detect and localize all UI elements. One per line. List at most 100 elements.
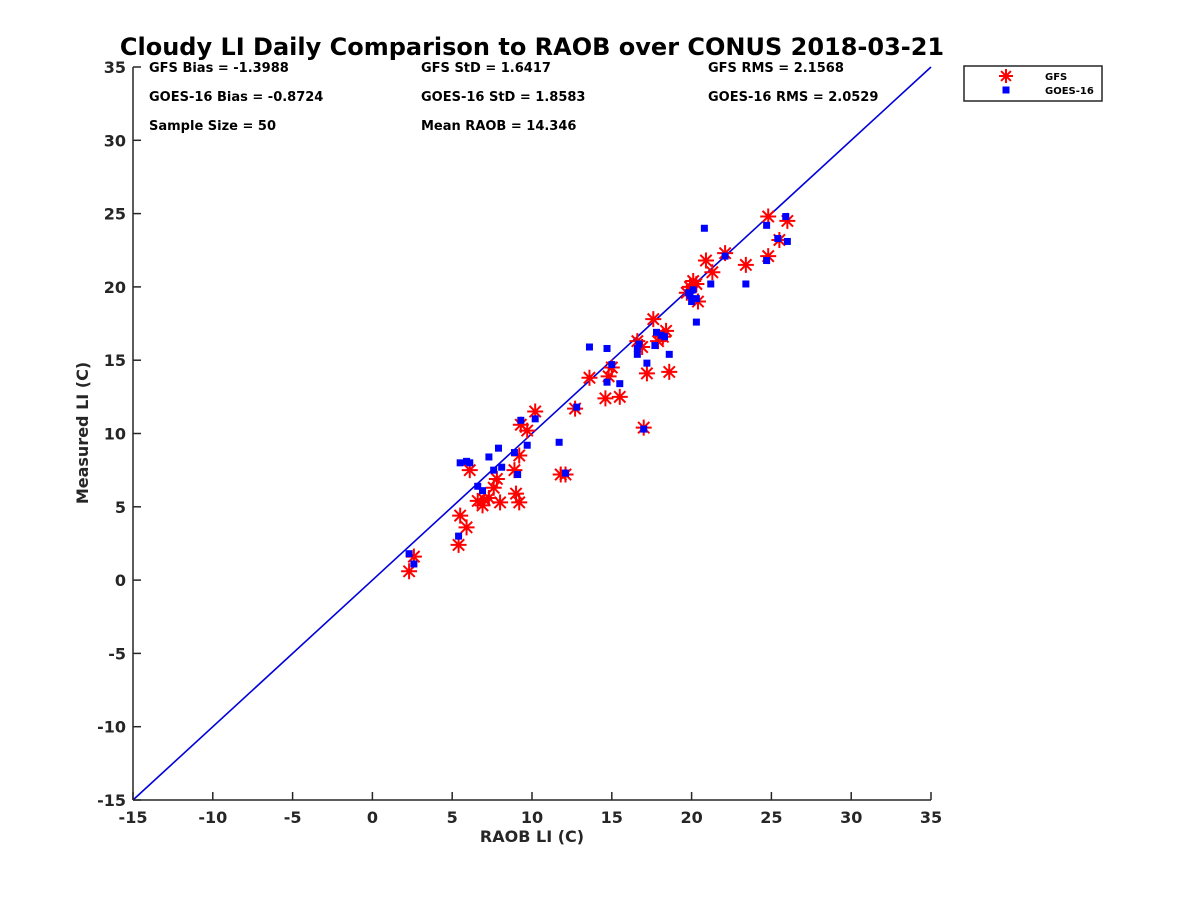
goes16-point (479, 487, 487, 495)
gfs-point (658, 322, 675, 339)
chart-title: Cloudy LI Daily Comparison to RAOB over … (120, 33, 944, 61)
goes16-point (721, 252, 729, 260)
goes16-point (531, 415, 539, 423)
gfs-point (597, 390, 614, 407)
x-tick-label: 35 (920, 808, 942, 827)
gfs-point (474, 497, 491, 514)
goes16-point (466, 459, 474, 467)
goes16-point (700, 224, 708, 232)
stat-text: Sample Size = 50 (149, 119, 276, 134)
stat-text: GOES-16 StD = 1.8583 (421, 90, 585, 105)
goes16-point (603, 344, 611, 352)
goes16-point (562, 469, 570, 477)
legend: GFS GOES-16 (963, 65, 1103, 102)
goes16-point (692, 318, 700, 326)
gfs-point (697, 252, 714, 269)
gfs-point (645, 311, 662, 328)
y-tick-label: -10 (97, 718, 126, 737)
goes16-point (456, 459, 464, 467)
gfs-point (485, 479, 502, 496)
legend-marker-gfs (999, 69, 1013, 83)
goes16-point (616, 380, 624, 388)
goes16-point (651, 342, 659, 350)
x-tick-label: -10 (198, 808, 227, 827)
gfs-point (779, 212, 796, 229)
x-tick-label: 10 (521, 808, 543, 827)
goes16-point (603, 378, 611, 386)
stat-text: GFS RMS = 2.1568 (708, 61, 844, 76)
y-tick-label: 10 (104, 425, 126, 444)
goes16-point (665, 350, 673, 358)
goes16-point (742, 280, 750, 288)
x-tick-label: 5 (447, 808, 458, 827)
goes16-point (555, 438, 563, 446)
reference-line-group (132, 66, 932, 801)
gfs-point (511, 494, 528, 511)
goes16-point (514, 471, 522, 479)
goes16-point (688, 298, 696, 306)
gfs-point (508, 485, 525, 502)
gfs-point (452, 507, 469, 524)
goes16-point (707, 280, 715, 288)
goes16-point (474, 482, 482, 490)
stat-text: Mean RAOB = 14.346 (421, 119, 576, 134)
goes16-point (405, 550, 413, 558)
series-layer (401, 208, 796, 580)
gfs-point (405, 548, 422, 565)
y-tick-label: 15 (104, 351, 126, 370)
gfs-point (492, 494, 509, 511)
x-tick-label: -15 (119, 808, 148, 827)
goes16-point (689, 286, 697, 294)
y-tick-label: 20 (104, 278, 126, 297)
gfs-point (511, 447, 528, 464)
x-tick-label: 20 (680, 808, 702, 827)
goes16-point (660, 333, 668, 341)
goes16-point (523, 441, 531, 449)
goes16-point (485, 453, 493, 461)
gfs-point (519, 422, 536, 439)
gfs-point (638, 365, 655, 382)
gfs-point (611, 388, 628, 405)
gfs-point (461, 462, 478, 479)
y-tick-label: 25 (104, 205, 126, 224)
goes16-point (633, 350, 641, 358)
goes16-point (652, 328, 660, 336)
stats-block: GFS Bias = -1.3988 GFS StD = 1.6417 GFS RM… (149, 61, 878, 134)
goes16-point (684, 289, 692, 297)
legend-label: GOES-16 (1045, 86, 1094, 97)
y-tick-label: -15 (97, 791, 126, 810)
x-tick-label: -5 (284, 808, 302, 827)
y-tick-label: 5 (115, 498, 126, 517)
goes16-point (763, 221, 771, 229)
stat-text: GFS Bias = -1.3988 (149, 61, 289, 76)
goes16-point (494, 444, 502, 452)
legend-label: GFS (1045, 72, 1067, 83)
gfs-point (458, 519, 475, 536)
goes16-point (517, 416, 525, 424)
series-goes-16 (405, 213, 791, 568)
gfs-point (480, 490, 497, 507)
goes16-point (510, 449, 518, 457)
stat-text: GOES-16 Bias = -0.8724 (149, 90, 323, 105)
goes16-point (490, 466, 498, 474)
gfs-point (476, 491, 493, 508)
gfs-point (704, 264, 721, 281)
goes16-point (783, 237, 791, 245)
goes16-point (643, 359, 651, 367)
goes16-point (692, 295, 700, 303)
gfs-point (688, 275, 705, 292)
x-tick-label: 25 (760, 808, 782, 827)
goes16-point (585, 343, 593, 351)
y-tick-label: 30 (104, 131, 126, 150)
goes16-point (573, 403, 581, 411)
gfs-point (401, 563, 418, 580)
gfs-point (760, 248, 777, 265)
reference-line (132, 66, 932, 801)
y-tick-label: 35 (104, 58, 126, 77)
x-tick-label: 30 (840, 808, 862, 827)
y-tick-label: 0 (115, 571, 126, 590)
goes16-point (608, 361, 616, 369)
gfs-point (506, 462, 523, 479)
legend-box (963, 65, 1103, 102)
